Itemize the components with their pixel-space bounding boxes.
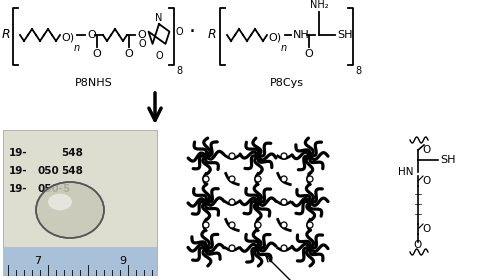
Text: NH₂: NH₂: [310, 0, 328, 10]
Circle shape: [281, 245, 287, 251]
Text: O: O: [139, 39, 147, 49]
Text: R: R: [2, 29, 11, 41]
Bar: [3, 247, 157, 275]
Text: O: O: [137, 30, 146, 40]
Text: O: O: [414, 240, 422, 250]
Circle shape: [281, 176, 287, 182]
Text: ·: ·: [189, 22, 195, 42]
Text: 050-5: 050-5: [38, 184, 71, 194]
Text: n: n: [74, 43, 80, 53]
Text: O: O: [422, 176, 430, 186]
Circle shape: [255, 176, 261, 182]
Text: P8NHS: P8NHS: [75, 78, 113, 88]
Text: HN: HN: [399, 167, 414, 177]
Text: SH: SH: [440, 155, 456, 165]
Text: N: N: [155, 13, 163, 23]
Text: O: O: [87, 30, 96, 40]
Text: NH: NH: [293, 30, 310, 40]
Circle shape: [229, 199, 235, 205]
Text: O: O: [92, 49, 102, 59]
Circle shape: [307, 176, 313, 182]
Ellipse shape: [48, 193, 72, 210]
Text: O: O: [305, 49, 313, 59]
Text: R: R: [208, 29, 217, 41]
Text: 050: 050: [38, 166, 60, 176]
Text: O: O: [422, 224, 430, 234]
Circle shape: [229, 245, 235, 251]
Circle shape: [229, 176, 235, 182]
Text: P8Cys: P8Cys: [270, 78, 304, 88]
Text: 548: 548: [61, 166, 83, 176]
Text: O: O: [422, 145, 430, 155]
Circle shape: [229, 153, 235, 159]
Ellipse shape: [36, 182, 104, 238]
Text: 7: 7: [34, 256, 42, 266]
Circle shape: [255, 222, 261, 228]
Text: n: n: [281, 43, 287, 53]
Text: O: O: [125, 49, 133, 59]
Circle shape: [307, 222, 313, 228]
Circle shape: [229, 222, 235, 228]
Bar: [3, 130, 157, 275]
Text: 8: 8: [355, 66, 361, 76]
Text: O: O: [155, 51, 163, 61]
Text: 19-: 19-: [9, 148, 28, 158]
Text: 8: 8: [176, 66, 182, 76]
Text: O: O: [175, 27, 183, 37]
Circle shape: [281, 222, 287, 228]
Circle shape: [203, 176, 209, 182]
Circle shape: [281, 199, 287, 205]
Text: 548: 548: [61, 148, 83, 158]
Text: 19-: 19-: [9, 184, 28, 194]
Text: O): O): [61, 32, 74, 42]
Circle shape: [203, 222, 209, 228]
Circle shape: [281, 153, 287, 159]
Text: 19-: 19-: [9, 166, 28, 176]
Text: SH: SH: [337, 30, 353, 40]
Text: 9: 9: [119, 256, 126, 266]
Text: O): O): [268, 32, 281, 42]
